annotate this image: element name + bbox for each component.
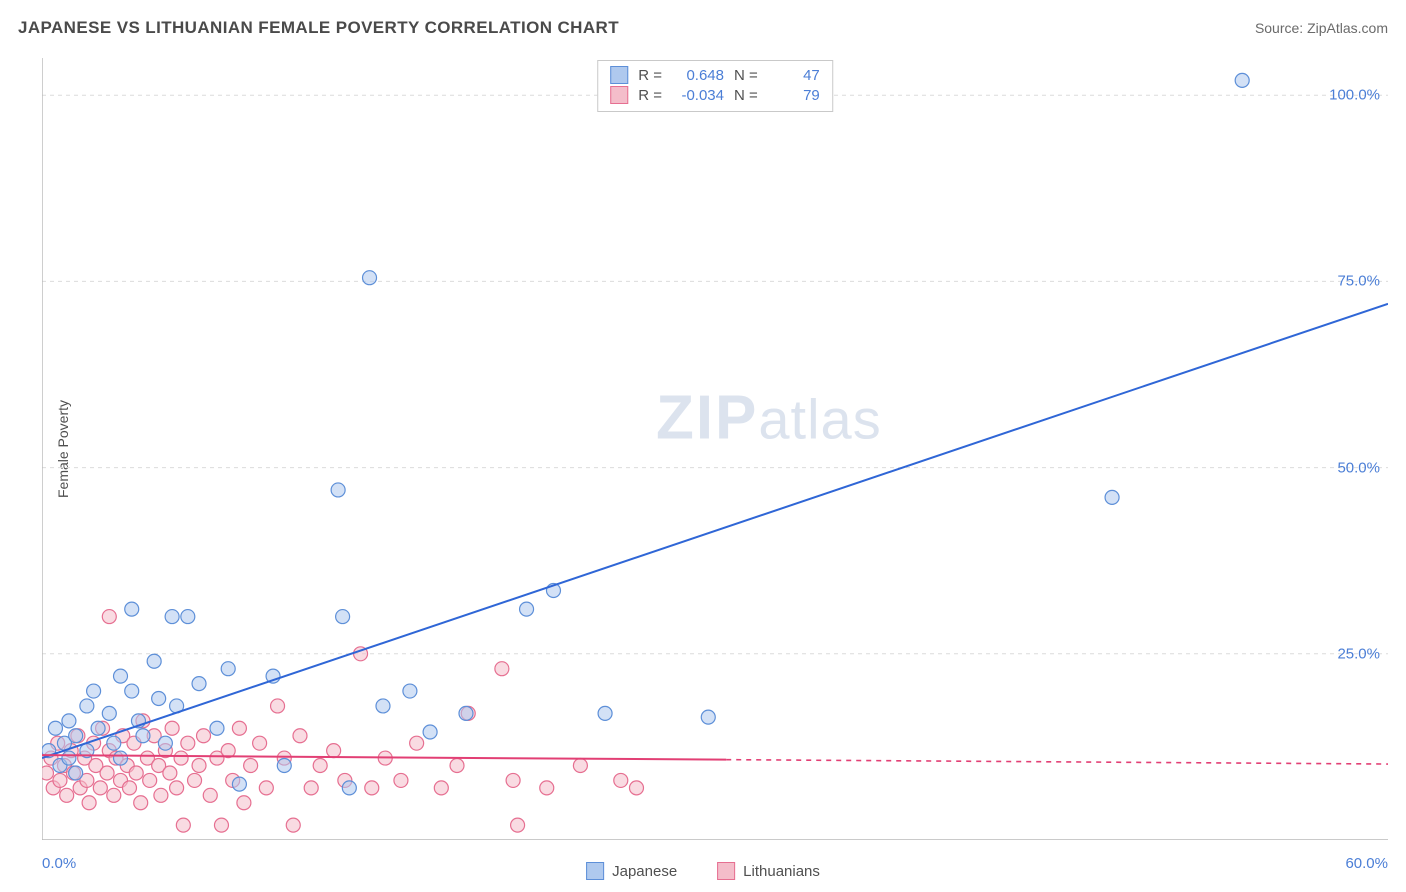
r-value-lithuanians: -0.034 bbox=[672, 87, 724, 104]
legend-label-lithuanians: Lithuanians bbox=[743, 863, 820, 880]
n-label: N = bbox=[734, 67, 758, 84]
y-tick-label: 50.0% bbox=[1337, 459, 1380, 476]
chart-area: Female Poverty ZIPatlas R = 0.648 N = 47… bbox=[42, 58, 1388, 840]
y-tick-label: 75.0% bbox=[1337, 273, 1380, 290]
correlation-legend: R = 0.648 N = 47 R = -0.034 N = 79 bbox=[597, 60, 833, 112]
r-label: R = bbox=[638, 87, 662, 104]
n-label: N = bbox=[734, 87, 758, 104]
scatter-plot bbox=[42, 58, 1388, 840]
swatch-lithuanians-icon bbox=[717, 862, 735, 880]
source-attribution: Source: ZipAtlas.com bbox=[1255, 20, 1388, 36]
legend-row-japanese: R = 0.648 N = 47 bbox=[610, 65, 820, 85]
swatch-japanese-icon bbox=[586, 862, 604, 880]
swatch-japanese bbox=[610, 66, 628, 84]
r-label: R = bbox=[638, 67, 662, 84]
chart-title: JAPANESE VS LITHUANIAN FEMALE POVERTY CO… bbox=[18, 18, 619, 38]
series-legend: Japanese Lithuanians bbox=[586, 862, 820, 880]
legend-label-japanese: Japanese bbox=[612, 863, 677, 880]
n-value-japanese: 47 bbox=[768, 67, 820, 84]
y-tick-label: 100.0% bbox=[1329, 87, 1380, 104]
legend-item-japanese: Japanese bbox=[586, 862, 677, 880]
n-value-lithuanians: 79 bbox=[768, 87, 820, 104]
y-tick-label: 25.0% bbox=[1337, 645, 1380, 662]
legend-row-lithuanians: R = -0.034 N = 79 bbox=[610, 85, 820, 105]
r-value-japanese: 0.648 bbox=[672, 67, 724, 84]
x-tick-label: 0.0% bbox=[42, 855, 76, 872]
x-tick-label: 60.0% bbox=[1345, 855, 1388, 872]
swatch-lithuanians bbox=[610, 86, 628, 104]
legend-item-lithuanians: Lithuanians bbox=[717, 862, 820, 880]
